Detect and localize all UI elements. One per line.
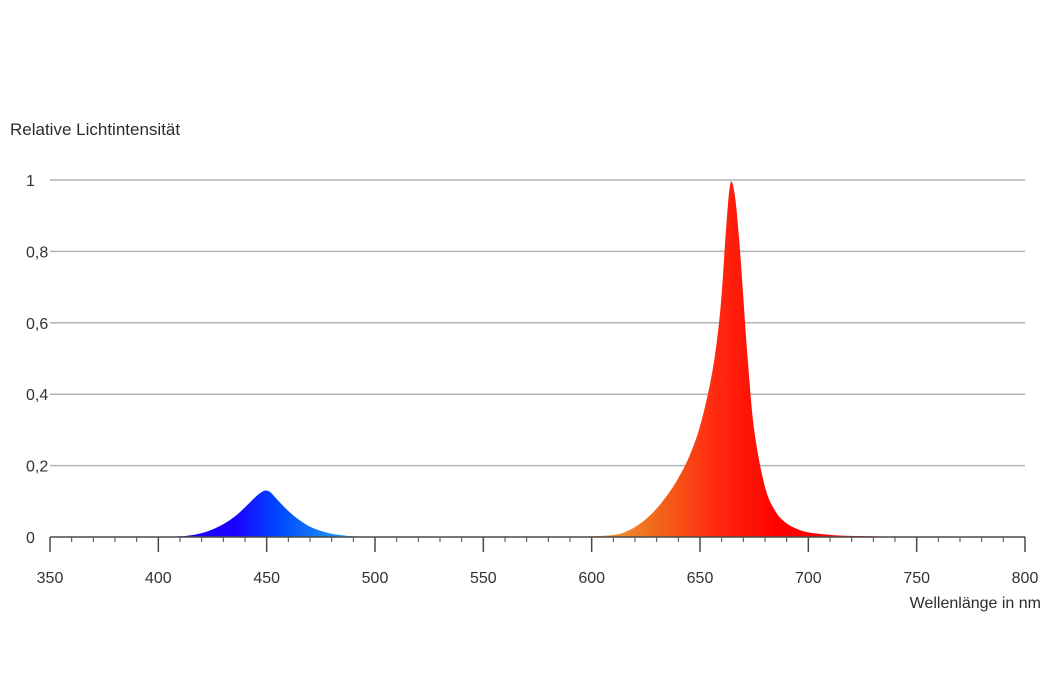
y-axis-ticks: 0 0,2 0,4 0,6 0,8 1 — [26, 173, 48, 547]
x-tick-label: 500 — [362, 570, 389, 587]
grid — [50, 179, 1025, 467]
x-tick-label: 800 — [1012, 570, 1039, 587]
blue-peak-area — [158, 490, 375, 537]
x-tick-label: 700 — [795, 570, 822, 587]
x-tick-label: 650 — [687, 570, 714, 587]
y-tick-label: 0,2 — [26, 459, 48, 476]
y-tick-label: 0,4 — [26, 387, 48, 404]
x-tick-label: 350 — [37, 570, 64, 587]
y-tick-label: 0 — [26, 530, 35, 547]
y-tick-label: 0,6 — [26, 316, 48, 333]
x-axis-title: Wellenlänge in nm — [909, 595, 1041, 612]
y-tick-label: 1 — [26, 173, 35, 190]
y-tick-label: 0,8 — [26, 244, 48, 261]
x-tick-label: 750 — [903, 570, 930, 587]
x-tick-label: 400 — [145, 570, 172, 587]
x-tick-label: 450 — [253, 570, 280, 587]
red-peak-area — [505, 181, 1004, 537]
x-tick-label: 600 — [578, 570, 605, 587]
x-axis-ticks: 350 400 450 500 550 600 650 700 750 800 — [37, 537, 1039, 587]
x-tick-label: 550 — [470, 570, 497, 587]
y-axis-title: Relative Lichtintensität — [10, 120, 181, 139]
spectrum-areas — [158, 181, 1004, 537]
